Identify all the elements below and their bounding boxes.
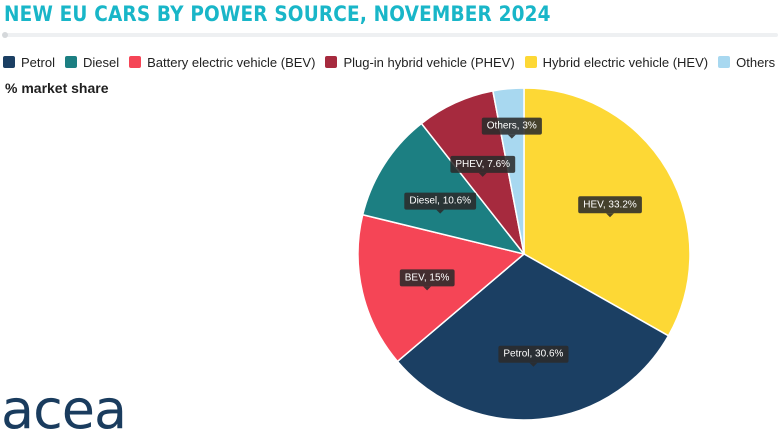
- pie-label-box: [450, 155, 516, 173]
- pie-label-hev: HEV, 33.2%: [578, 196, 642, 218]
- pie-label-diesel: Diesel, 10.6%: [404, 192, 477, 214]
- range-slider-handle[interactable]: [2, 32, 8, 38]
- pie-label-text: BEV, 15%: [405, 272, 450, 283]
- legend-item[interactable]: Others: [718, 55, 775, 70]
- pie-label-pointer: [478, 172, 487, 177]
- legend-item[interactable]: Diesel: [64, 54, 120, 70]
- legend-swatch: [524, 56, 537, 68]
- pie-label-others: Others, 3%: [481, 117, 542, 139]
- pie-label-box: [404, 192, 477, 210]
- legend-label: Plug-in hybrid vehicle (PHEV): [343, 54, 515, 70]
- legend-label: Diesel: [82, 54, 120, 70]
- pie-slice-diesel[interactable]: [361, 122, 526, 256]
- legend-swatch: [718, 56, 731, 68]
- pie-label-box: [399, 269, 455, 287]
- legend-swatch: [64, 56, 77, 68]
- pie-label-box: [498, 345, 569, 363]
- pie-label-bev: BEV, 15%: [399, 269, 455, 291]
- pie-label-phev: PHEV, 7.6%: [450, 155, 516, 177]
- chart-legend: Petrol Diesel Battery electric vehicle (BE…: [3, 54, 782, 70]
- legend-item[interactable]: Hybrid electric vehicle (HEV): [524, 54, 709, 70]
- pie-label-box: [481, 117, 542, 135]
- legend-label: Others: [736, 54, 776, 70]
- pie-label-pointer: [606, 213, 614, 218]
- range-slider-track[interactable]: [6, 33, 778, 37]
- legend-swatch: [129, 56, 142, 68]
- pie-label-text: Others, 3%: [487, 121, 537, 132]
- legend-label: Battery electric vehicle (BEV): [147, 54, 316, 70]
- legend-label: Hybrid electric vehicle (HEV): [542, 54, 709, 70]
- pie-label-box: [578, 196, 642, 214]
- legend-swatch: [325, 56, 338, 68]
- pie-label-text: Diesel, 10.6%: [409, 196, 471, 207]
- pie-label-pointer: [529, 362, 538, 367]
- pie-label-pointer: [436, 209, 445, 214]
- legend-item[interactable]: Plug-in hybrid vehicle (PHEV): [325, 54, 515, 70]
- pie-label-text: HEV, 33.2%: [583, 199, 637, 210]
- pie-slice-bev[interactable]: [357, 213, 526, 363]
- legend-label: Petrol: [21, 54, 55, 70]
- pie-label-petrol: Petrol, 30.6%: [498, 345, 569, 367]
- chart-title: NEW EU CARS BY POWER SOURCE, NOVEMBER 20…: [4, 2, 551, 26]
- chart-subtitle: % market share: [5, 80, 109, 96]
- pie-label-text: PHEV, 7.6%: [455, 159, 510, 170]
- legend-item[interactable]: Petrol: [3, 55, 55, 70]
- legend-item[interactable]: Battery electric vehicle (BEV): [129, 55, 315, 70]
- legend-swatch: [3, 56, 15, 68]
- acea-logo: acea: [1, 378, 127, 441]
- pie-slice-petrol[interactable]: [396, 253, 670, 421]
- pie-label-pointer: [423, 286, 432, 291]
- pie-label-pointer: [507, 134, 516, 139]
- pie-label-text: Petrol, 30.6%: [503, 349, 563, 360]
